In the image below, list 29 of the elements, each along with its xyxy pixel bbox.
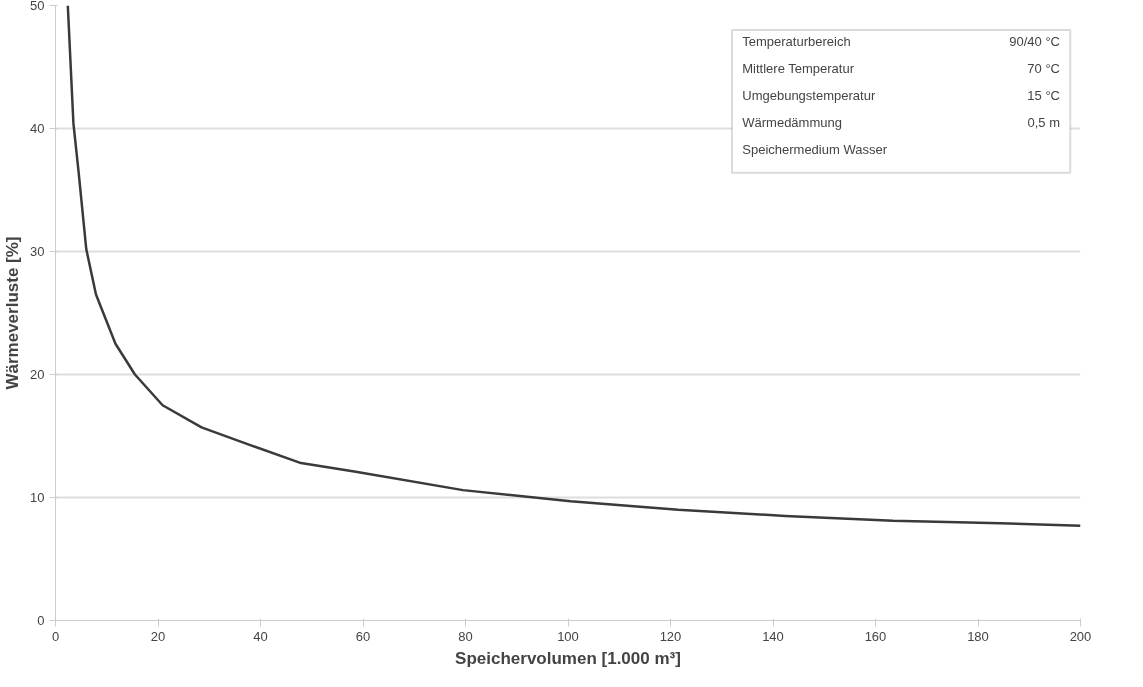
- x-tick-label: 200: [1069, 628, 1092, 644]
- x-tick-label: 100: [557, 628, 579, 644]
- annotation: Wärmedämmung: [742, 114, 842, 130]
- x-tick-label: 160: [864, 628, 887, 644]
- x-tick-label: 60: [355, 628, 371, 644]
- annotation: 0,5 m: [1027, 114, 1060, 130]
- x-axis-title: Speichervolumen [1.000 m³]: [455, 648, 681, 668]
- line-series: [66, 5, 1081, 528]
- y-tick-label: 30: [30, 244, 45, 259]
- y-tick-label: 50: [30, 0, 45, 13]
- y-axis-title: Wärmeverluste [%]: [3, 236, 23, 390]
- y-tick-label: 0: [37, 613, 45, 628]
- annotation: 15 °C: [1027, 87, 1061, 103]
- annotation: Mittlere Temperatur: [742, 60, 855, 76]
- x-tick-label: 180: [967, 628, 989, 644]
- annotation: Temperaturbereich: [742, 33, 851, 49]
- x-tick-label: 80: [458, 628, 473, 644]
- x-tick-label: 20: [150, 628, 166, 644]
- x-tick-label: 40: [253, 628, 268, 644]
- annotation: 90/40 °C: [1009, 33, 1060, 49]
- y-tick-label: 40: [30, 121, 45, 136]
- annotation: Speichermedium Wasser: [742, 142, 888, 158]
- y-tick-label: 10: [30, 490, 45, 505]
- x-tick-label: 120: [659, 628, 682, 644]
- y-tick-label: 20: [30, 367, 45, 382]
- annotation: Umgebungstemperatur: [742, 87, 876, 103]
- x-tick-label: 140: [762, 628, 784, 644]
- annotation: 70 °C: [1027, 60, 1061, 76]
- x-tick-label: 0: [51, 628, 60, 644]
